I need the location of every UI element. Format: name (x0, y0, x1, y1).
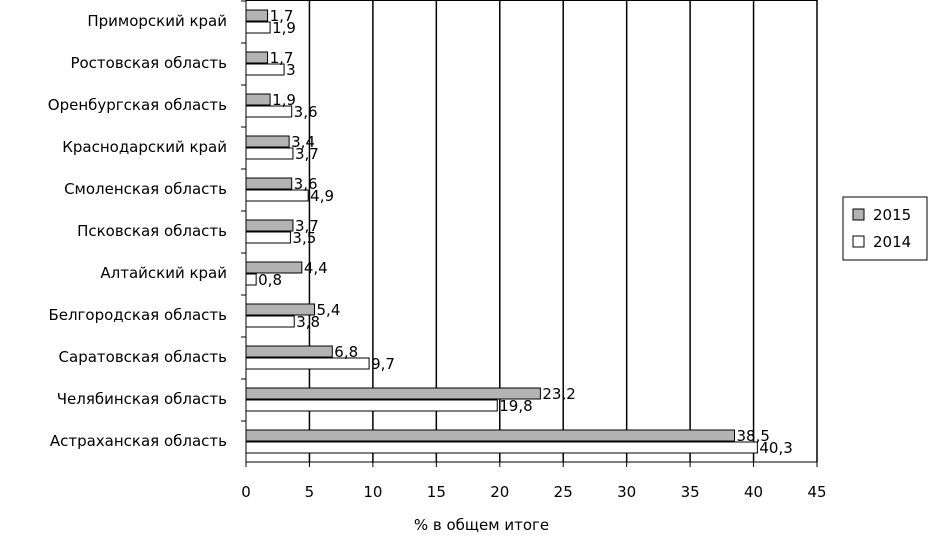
category-label: Смоленская область (64, 180, 227, 198)
data-label-2014: 9,7 (371, 355, 395, 373)
data-label-2015: 38,5 (737, 427, 770, 445)
data-label-2014: 3 (286, 61, 296, 79)
bars (245, 9, 758, 454)
category-label: Псковская область (77, 222, 227, 240)
x-tick-label: 35 (681, 483, 700, 501)
tick-labels: 0 5 10 15 20 25 30 35 40 45 (241, 483, 826, 501)
bar-2014 (245, 441, 758, 454)
bar-2014 (245, 21, 271, 34)
x-tick-label: 10 (363, 483, 382, 501)
bar-2015 (245, 345, 333, 358)
legend-box (842, 196, 928, 261)
data-labels: 1,71,91,731,93,63,43,73,64,93,73,54,40,8… (258, 7, 793, 457)
category-label: Ростовская область (70, 54, 227, 72)
data-label-2014: 1,9 (272, 19, 296, 37)
bar-2015 (245, 219, 294, 232)
data-label-2015: 23,2 (542, 385, 575, 403)
category-label: Оренбургская область (48, 96, 227, 114)
bar-2015 (245, 429, 736, 442)
category-label: Челябинская область (57, 390, 227, 408)
category-label: Астраханская область (50, 432, 227, 450)
data-label-2015: 5,4 (317, 301, 341, 319)
x-tick-label: 45 (807, 483, 826, 501)
bar-2014 (245, 147, 294, 160)
data-label-2015: 3,7 (295, 217, 319, 235)
gridlines (308, 0, 818, 462)
legend-label-2015: 2015 (873, 206, 911, 224)
data-label-2014: 4,9 (310, 187, 334, 205)
data-label-2014: 3,5 (292, 229, 316, 247)
data-label-2015: 3,6 (294, 175, 318, 193)
axes (241, 0, 818, 467)
x-tick-label: 20 (490, 483, 509, 501)
x-tick-label: 30 (617, 483, 636, 501)
bar-2015 (245, 387, 541, 400)
data-label-2014: 19,8 (499, 397, 532, 415)
data-label-2014: 40,3 (759, 439, 792, 457)
data-label-2015: 3,4 (291, 133, 315, 151)
x-tick-label: 15 (427, 483, 446, 501)
bar-2014 (245, 399, 498, 412)
bar-2015 (245, 93, 271, 106)
legend: 2015 2014 (842, 196, 928, 261)
category-label: Алтайский край (100, 264, 227, 282)
bar-2014 (245, 231, 291, 244)
legend-swatch-2014 (852, 235, 865, 248)
legend-label-2014: 2014 (873, 233, 911, 251)
data-label-2014: 3,8 (296, 313, 320, 331)
x-tick-label: 5 (305, 483, 315, 501)
data-label-2015: 1,7 (270, 7, 294, 25)
bar-2015 (245, 51, 269, 64)
category-label: Краснодарский край (62, 138, 227, 156)
category-label: Белгородская область (48, 306, 227, 324)
data-label-2014: 0,8 (258, 271, 282, 289)
bar-2015 (245, 177, 293, 190)
data-label-2015: 4,4 (304, 259, 328, 277)
bar-2015 (245, 135, 290, 148)
category-label: Приморский край (87, 12, 227, 30)
data-label-2014: 3,6 (294, 103, 318, 121)
x-tick-label: 0 (241, 483, 251, 501)
category-labels: Приморский край Ростовская область Оренбур… (48, 12, 227, 450)
x-tick-label: 25 (554, 483, 573, 501)
data-label-2015: 6,8 (334, 343, 358, 361)
category-label: Саратовская область (59, 348, 227, 366)
legend-swatch-2015 (852, 208, 865, 221)
x-axis-title: % в общем итоге (414, 516, 549, 534)
bar-2014 (245, 315, 295, 328)
data-label-2015: 1,9 (272, 91, 296, 109)
data-label-2015: 1,7 (270, 49, 294, 67)
bar-2014 (245, 273, 257, 286)
x-tick-label: 40 (744, 483, 763, 501)
data-label-2014: 3,7 (295, 145, 319, 163)
bar-2015 (245, 9, 269, 22)
